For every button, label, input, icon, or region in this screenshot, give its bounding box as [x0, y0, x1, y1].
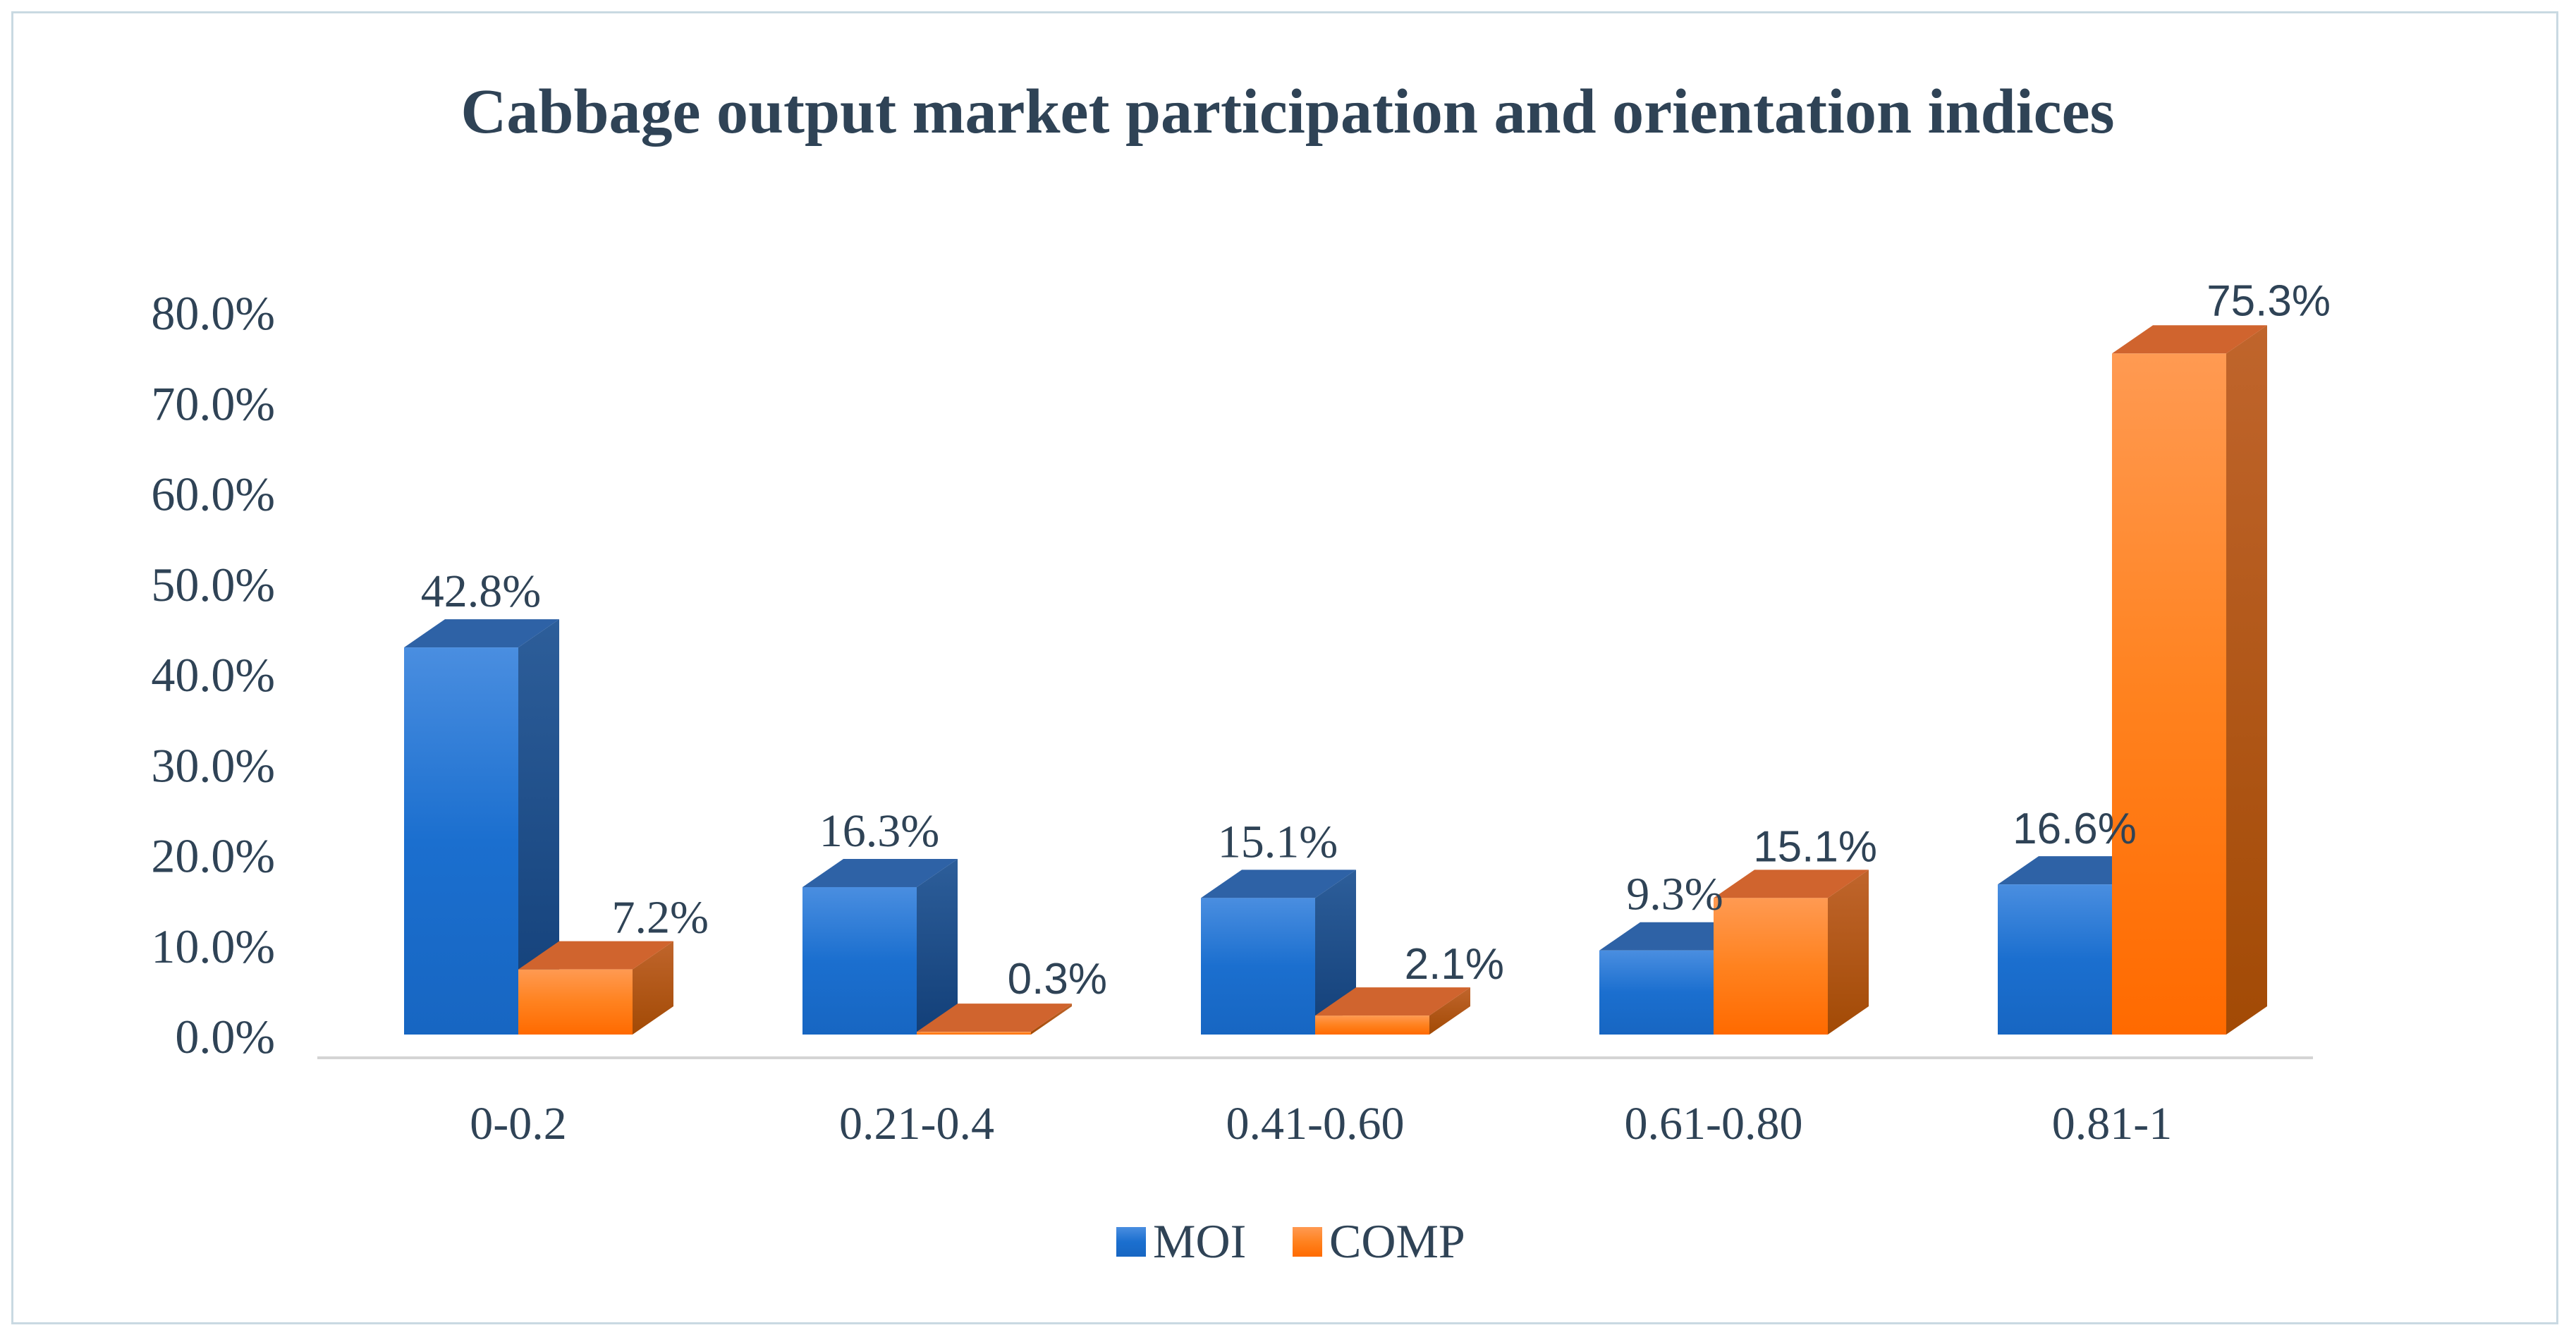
y-tick-label: 70.0%	[151, 377, 275, 430]
bar-comp-3	[1714, 870, 1869, 1035]
bar-front-face	[1714, 898, 1828, 1035]
x-axis: 0-0.2 0.21-0.4 0.41-0.60 0.61-0.80 0.81-1	[470, 1098, 2172, 1149]
bar-top-face	[2112, 325, 2267, 354]
chart-title: Cabbage output market participation and …	[460, 77, 2114, 147]
bar-front-face	[802, 886, 917, 1035]
y-tick-label: 20.0%	[151, 829, 275, 883]
bar-moi-0	[404, 619, 559, 1035]
bar-side-face	[633, 941, 673, 1035]
data-label-comp: 0.3%	[1008, 955, 1107, 1004]
bar-top-face	[404, 619, 559, 648]
data-label-moi: 42.8%	[421, 566, 541, 617]
bar-front-face	[2112, 353, 2226, 1035]
y-tick-label: 0.0%	[175, 1010, 275, 1063]
bars-group	[404, 325, 2267, 1035]
bar-front-face	[917, 1032, 1031, 1035]
y-tick-label: 60.0%	[151, 468, 275, 521]
bar-front-face	[1998, 884, 2112, 1035]
legend: MOI COMP	[1116, 1214, 1465, 1268]
data-label-moi: 9.3%	[1626, 869, 1723, 920]
data-label-comp: 15.1%	[1753, 822, 1877, 871]
data-label-moi: 15.1%	[1218, 816, 1338, 867]
bar-front-face	[1315, 1015, 1429, 1035]
y-tick-label: 40.0%	[151, 648, 275, 702]
data-label-comp: 75.3%	[2206, 276, 2331, 325]
y-tick-label: 30.0%	[151, 738, 275, 792]
bar-comp-2	[1315, 987, 1470, 1035]
bar-top-face	[518, 941, 673, 970]
x-tick-label: 0.61-0.80	[1625, 1098, 1803, 1149]
bar-comp-1	[917, 1004, 1072, 1035]
bar-side-face	[2226, 325, 2267, 1035]
bar-moi-1	[802, 858, 958, 1035]
bar-front-face	[1201, 898, 1315, 1035]
bar-side-face	[518, 619, 559, 1035]
data-label-moi: 16.6%	[2013, 805, 2137, 853]
bar-front-face	[1599, 950, 1714, 1035]
legend-swatch-moi	[1116, 1227, 1146, 1257]
bar-moi-2	[1201, 870, 1356, 1035]
bar-side-face	[917, 858, 958, 1035]
bar-top-face	[1315, 987, 1470, 1016]
data-labels-group: 42.8% 7.2% 16.3% 0.3% 15.1% 2.1% 9.3% 15.1% 16.6…	[421, 276, 2331, 1004]
legend-swatch-comp	[1293, 1227, 1322, 1257]
legend-label-moi: MOI	[1153, 1214, 1246, 1268]
bar-front-face	[404, 647, 518, 1035]
bar-comp-0	[518, 941, 673, 1035]
y-tick-label: 50.0%	[151, 558, 275, 611]
bar-comp-4	[2112, 325, 2267, 1035]
x-tick-label: 0.41-0.60	[1226, 1098, 1405, 1149]
bar-side-face	[1031, 1004, 1072, 1035]
bar-top-face	[917, 1004, 1072, 1032]
y-tick-label: 10.0%	[151, 920, 275, 973]
bar-side-face	[1828, 870, 1869, 1035]
data-label-moi: 16.3%	[819, 805, 939, 857]
data-label-comp: 7.2%	[612, 892, 709, 944]
x-tick-label: 0.81-1	[2052, 1098, 2172, 1149]
data-label-comp: 2.1%	[1405, 940, 1504, 989]
x-tick-label: 0.21-0.4	[839, 1098, 994, 1149]
bar-top-face	[1201, 870, 1356, 898]
bar-front-face	[518, 969, 633, 1035]
x-tick-label: 0-0.2	[470, 1098, 566, 1149]
y-axis: 0.0% 10.0% 20.0% 30.0% 40.0% 50.0% 60.0% 70.0% 8…	[151, 286, 275, 1063]
legend-label-comp: COMP	[1329, 1214, 1465, 1268]
bar-side-face	[1315, 870, 1356, 1035]
bar-top-face	[802, 858, 958, 887]
bar-side-face	[1429, 987, 1470, 1035]
bar-top-face	[1714, 870, 1869, 898]
y-tick-label: 80.0%	[151, 286, 275, 340]
